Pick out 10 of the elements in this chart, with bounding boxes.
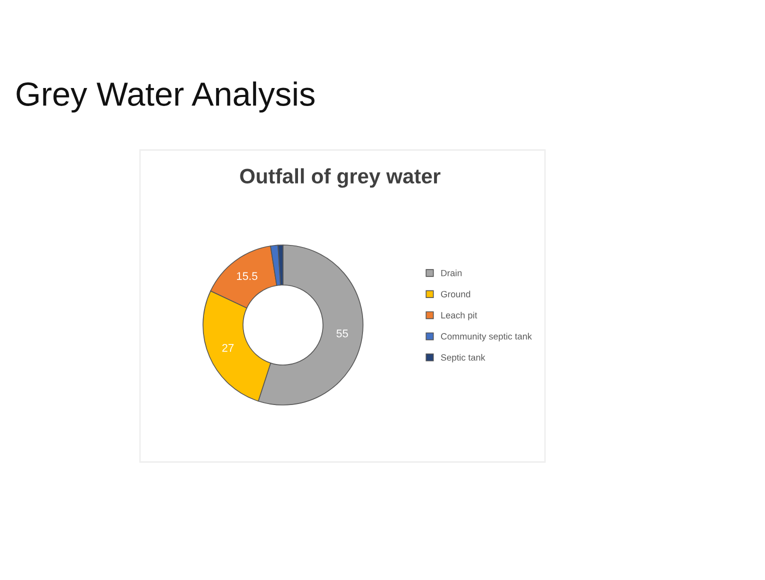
- legend-label: Drain: [441, 270, 462, 276]
- legend-label: Septic tank: [440, 354, 486, 362]
- legend-label: Leach pit: [441, 312, 478, 320]
- legend-label: Ground: [441, 290, 470, 298]
- legend-label: Community septic tank: [441, 332, 532, 342]
- chart-title: Grey Water Analysis: [16, 81, 314, 113]
- data-label: 55: [336, 330, 348, 338]
- data-label: 15.5: [237, 272, 258, 280]
- chart-subtitle: Outfall of grey water: [240, 168, 440, 188]
- data-label: 27: [222, 344, 234, 352]
